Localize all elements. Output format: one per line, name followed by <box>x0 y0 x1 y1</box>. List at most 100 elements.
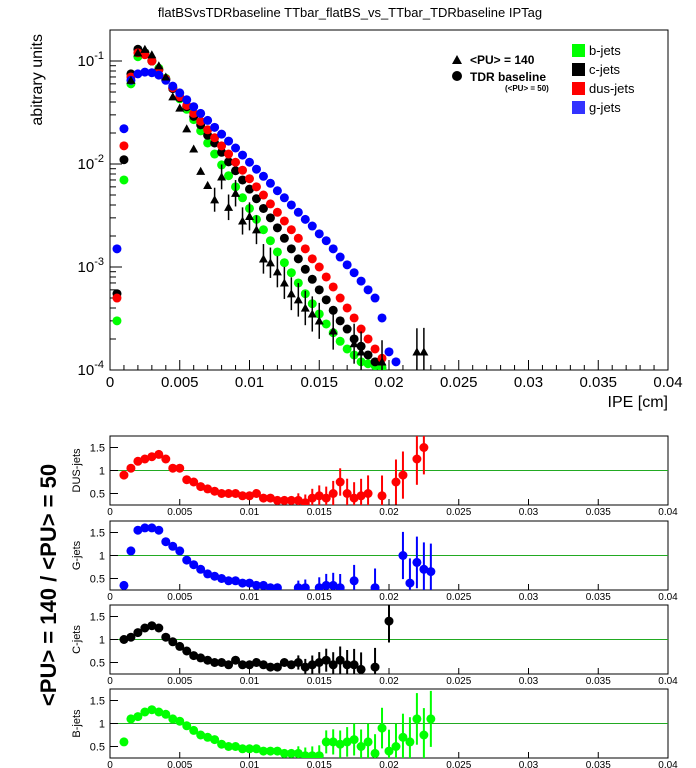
data-point <box>300 264 310 274</box>
x-tick-label: 0.035 <box>586 592 611 603</box>
ratio-point <box>272 583 282 590</box>
data-point <box>112 244 122 254</box>
ratio-point <box>335 477 345 487</box>
ratio-point <box>328 489 338 498</box>
data-point <box>363 334 373 344</box>
x-tick-label: 0.025 <box>446 676 471 687</box>
x-tick-label: 0.005 <box>167 507 192 518</box>
ratio-y-label: C-jets <box>71 625 83 654</box>
ratio-point <box>272 746 282 756</box>
ratio-point <box>189 725 199 735</box>
ratio-point <box>265 746 275 756</box>
data-point <box>300 244 310 254</box>
data-point <box>217 129 227 139</box>
series-dus-jets <box>112 48 387 363</box>
ratio-point <box>349 660 359 670</box>
data-point <box>238 165 248 175</box>
ratio-point <box>189 651 199 661</box>
x-tick-label: 0.025 <box>440 374 478 391</box>
ratio-point <box>363 737 373 747</box>
ratio-point <box>119 635 129 644</box>
ratio-point <box>217 574 227 583</box>
data-point <box>251 164 261 174</box>
data-point <box>342 324 352 334</box>
ratio-point <box>370 662 380 672</box>
data-point <box>300 214 310 224</box>
ratio-point <box>189 477 199 487</box>
ratio-y-label: B-jets <box>71 709 83 738</box>
ratio-point <box>398 551 408 560</box>
ratio-point <box>182 646 192 656</box>
triangle-point <box>168 92 178 101</box>
x-axis-label: IPE [cm] <box>608 394 668 411</box>
data-point <box>238 193 248 203</box>
data-point <box>231 143 241 153</box>
ratio-point <box>154 623 164 633</box>
main-plot-panel: 0 0.005 0.01 0.015 0.02 0.025 0.03 0.035 0.04 10-… <box>29 29 683 411</box>
ratio-data-points <box>119 605 394 674</box>
data-point <box>265 178 275 188</box>
data-point <box>224 136 234 146</box>
ratio-point <box>314 583 324 590</box>
ratio-panel-b-jets: 0 0.005 0.01 0.015 0.02 0.025 0.03 0.035 0.04 0.5… <box>71 688 678 768</box>
ratio-point <box>245 744 254 754</box>
triangle-point <box>133 48 143 57</box>
ratio-point <box>238 578 248 588</box>
y-tick-label: 1.5 <box>90 696 105 708</box>
y-tick-label: 1.5 <box>90 612 105 624</box>
data-point <box>335 293 345 303</box>
data-point <box>231 157 241 167</box>
data-point <box>286 200 296 210</box>
ratio-point <box>133 712 143 722</box>
ratio-point <box>203 484 213 494</box>
ratio-point <box>279 658 289 667</box>
ratio-point <box>147 452 157 462</box>
ratio-point <box>258 660 268 670</box>
ratio-point <box>161 537 171 547</box>
y-tick-label: 10-3 <box>78 256 104 276</box>
ratio-point <box>168 541 178 551</box>
ratio-point <box>293 583 303 590</box>
data-point <box>356 276 366 286</box>
x-tick-label: 0.035 <box>579 374 617 391</box>
data-point <box>210 149 220 159</box>
x-tick-label: 0.04 <box>658 592 678 603</box>
data-point <box>335 316 345 326</box>
y-tick-label: 1 <box>99 719 105 731</box>
ratio-point <box>119 580 129 590</box>
data-point <box>224 171 234 181</box>
ratio-point <box>217 658 227 667</box>
data-point <box>272 207 282 217</box>
x-tick-label: 0.015 <box>300 374 338 391</box>
ratio-point <box>238 744 248 754</box>
data-point <box>321 236 331 246</box>
ratio-point <box>119 737 129 747</box>
ratio-point <box>161 632 171 642</box>
ratio-point <box>293 658 303 667</box>
x-tick-label: 0.03 <box>519 592 539 603</box>
x-tick-label: 0.025 <box>446 592 471 603</box>
data-point <box>265 213 275 223</box>
ratio-point <box>265 493 275 503</box>
legend-swatch-b-jets <box>572 44 585 57</box>
data-point <box>217 141 227 151</box>
ratio-point <box>349 576 359 586</box>
data-point <box>356 324 366 334</box>
data-point <box>342 260 352 270</box>
data-point <box>217 147 227 157</box>
ratio-point <box>321 737 331 747</box>
ratio-point <box>328 660 338 670</box>
ratio-point <box>245 660 254 670</box>
ratio-point <box>335 739 345 749</box>
ratio-point <box>300 498 310 505</box>
data-point <box>203 125 213 135</box>
ratio-point <box>140 454 150 464</box>
data-point <box>279 193 289 203</box>
ratio-point <box>189 560 199 570</box>
ratio-point <box>328 737 338 747</box>
legend-tdr-label: TDR baseline <box>470 70 546 84</box>
triangle-legend-marker <box>452 55 462 64</box>
ratio-point <box>196 564 206 574</box>
ratio-point <box>405 737 415 747</box>
data-point <box>293 207 303 217</box>
